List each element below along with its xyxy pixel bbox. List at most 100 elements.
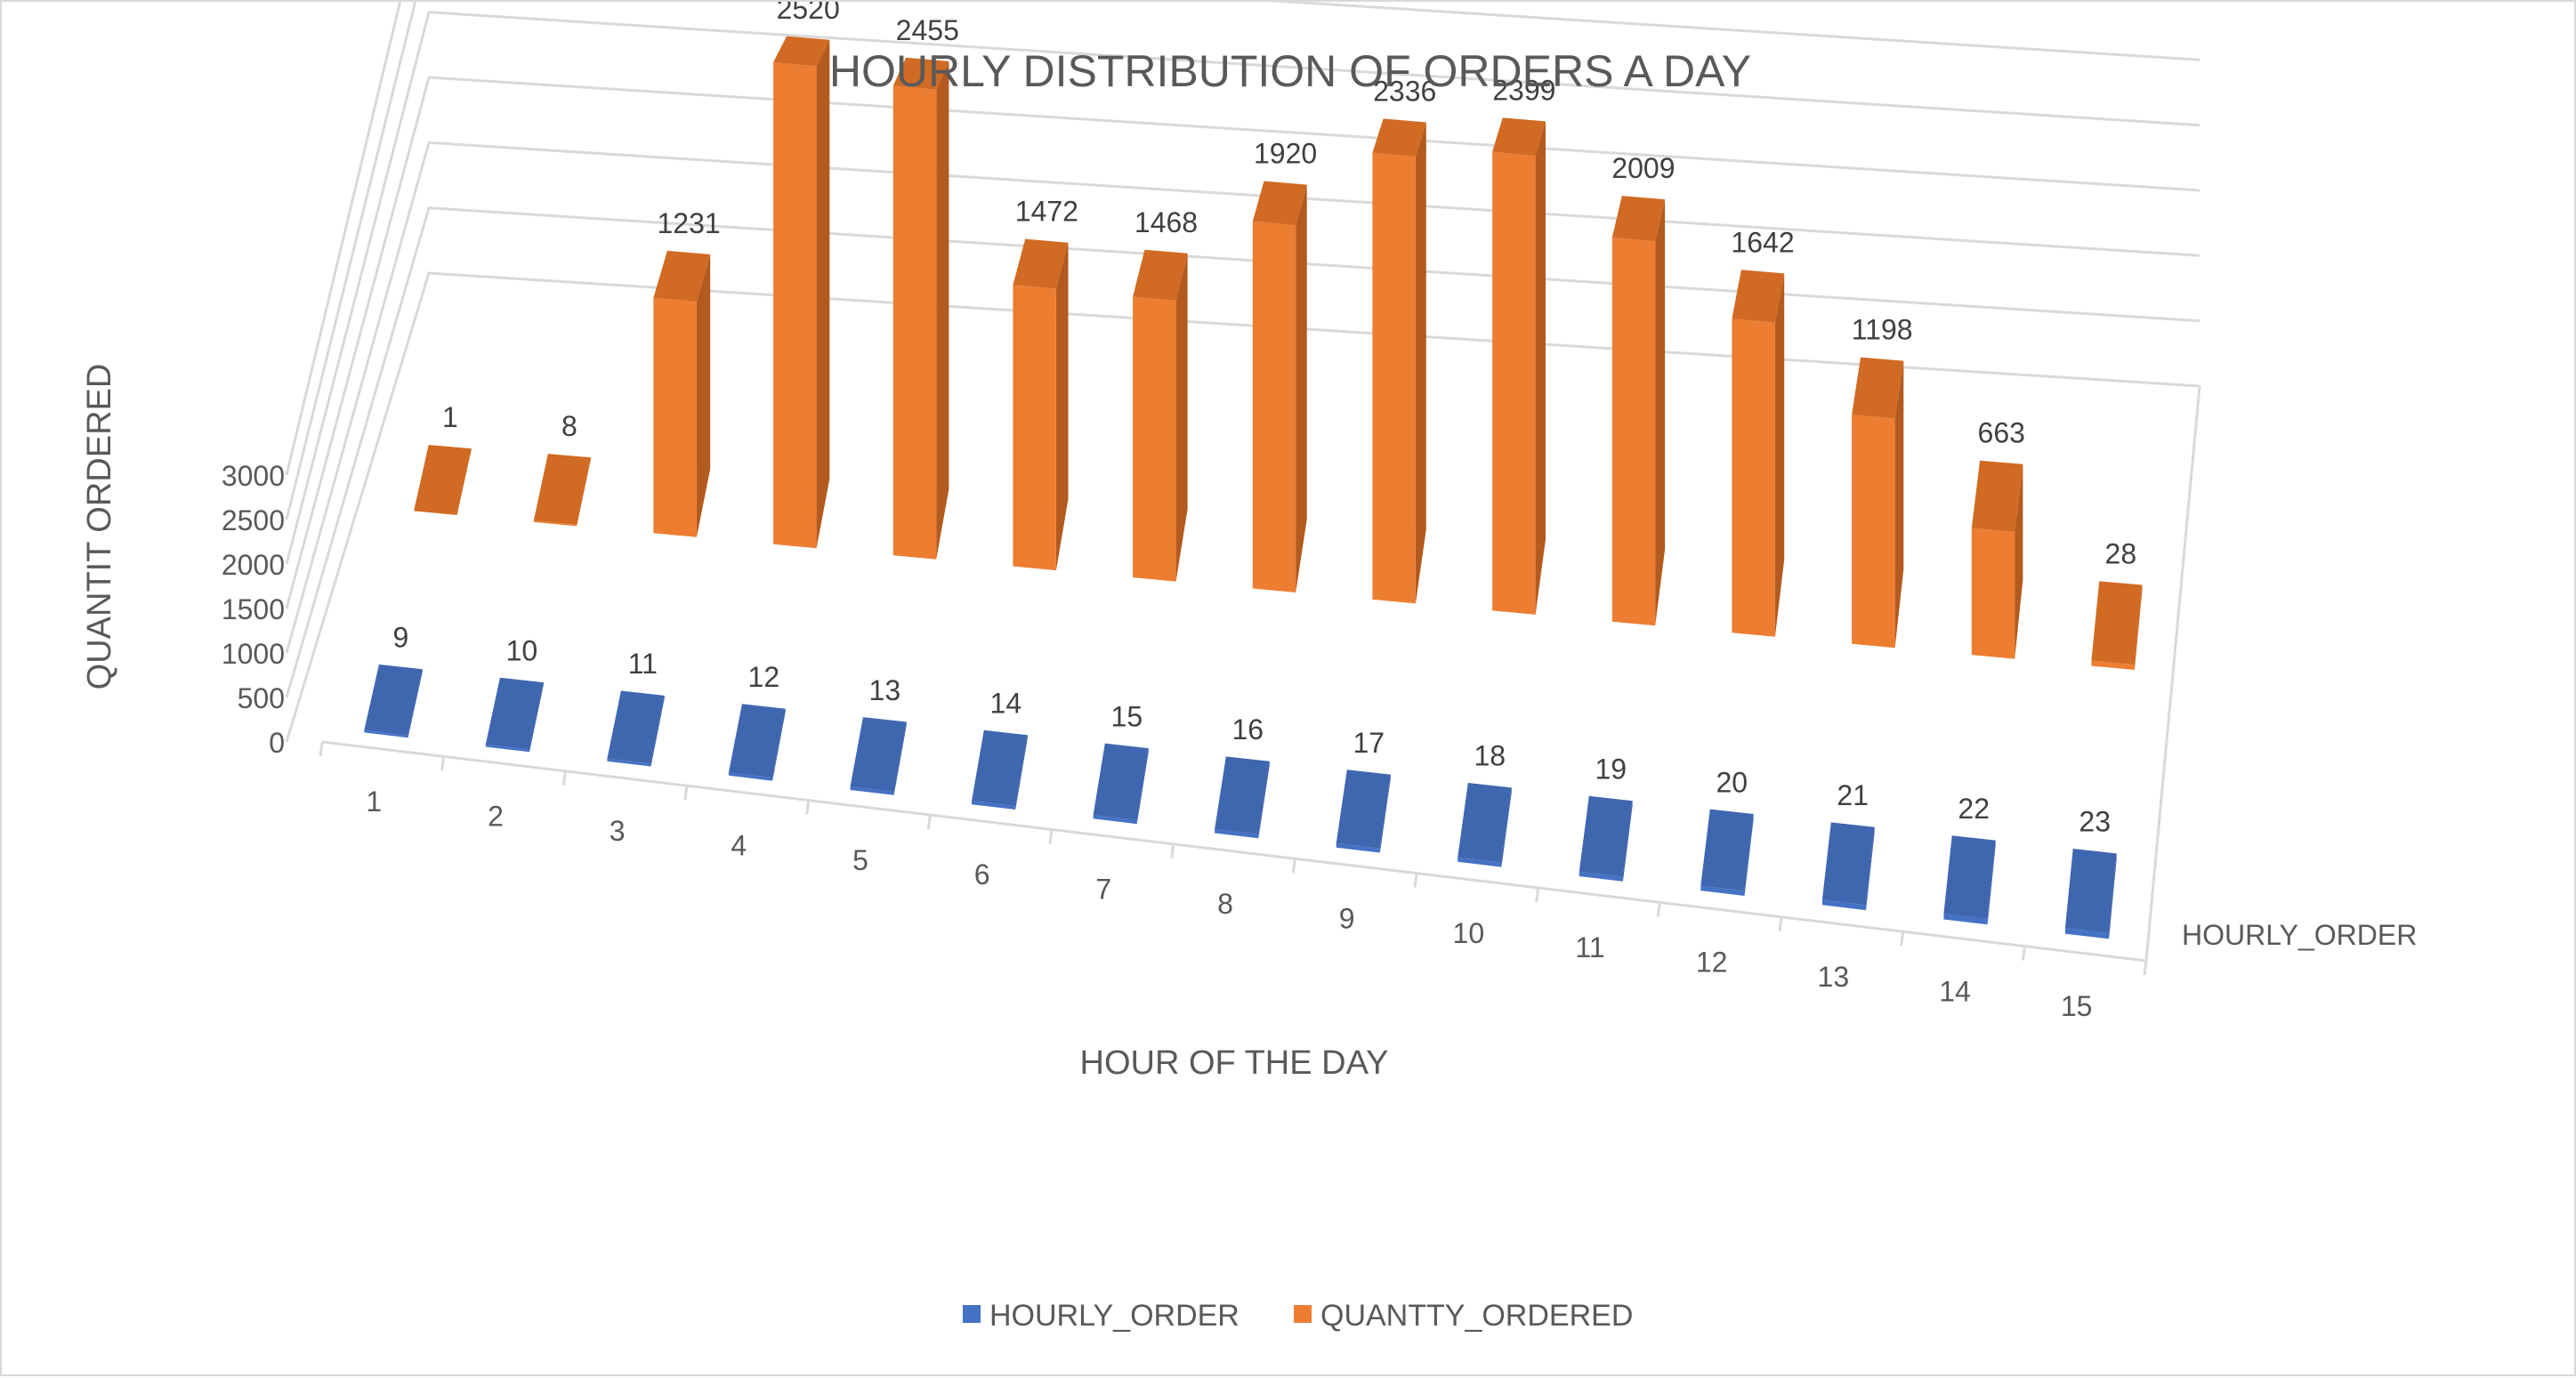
- floor-tick: [683, 786, 689, 801]
- floor-tick: [1291, 858, 1296, 874]
- bar-hourly-order-side: [1622, 801, 1633, 882]
- bar-quantity-ordered-side: [2015, 463, 2023, 659]
- data-label-quantity-ordered: 1: [442, 401, 458, 433]
- gridline: [285, 76, 2201, 609]
- data-label-quantity-ordered: 28: [2105, 537, 2137, 569]
- x-tick-label: 8: [1217, 888, 1233, 920]
- bar-quantity-ordered-front: [414, 511, 457, 515]
- data-label-quantity-ordered: 1920: [1254, 138, 1317, 170]
- bar-quantity-ordered-top: [1133, 249, 1188, 301]
- data-label-quantity-ordered: 663: [1978, 417, 2025, 449]
- bar-quantity-ordered-top: [892, 57, 949, 90]
- data-label-hourly-order: 11: [628, 648, 658, 680]
- bar-quantity-ordered-front: [1492, 151, 1536, 615]
- bar-hourly-order-top: [1700, 809, 1754, 891]
- bar-quantity-ordered-side: [696, 254, 711, 537]
- data-label-quantity-ordered: 2336: [1373, 75, 1436, 107]
- bar-quantity-ordered-front: [1372, 152, 1416, 604]
- bar-hourly-order-front: [1700, 885, 1745, 896]
- bar-hourly-order-side: [1987, 840, 1996, 925]
- bar-hourly-order-front: [1943, 914, 1988, 925]
- bar-quantity-ordered-top: [1013, 238, 1069, 289]
- floor-tick: [440, 756, 446, 771]
- x-tick-label: 4: [731, 829, 747, 861]
- x-tick-label: 12: [1696, 947, 1728, 979]
- data-label-quantity-ordered: 1468: [1135, 206, 1198, 238]
- bar-hourly-order-side: [1379, 774, 1391, 853]
- floor-tick: [561, 770, 567, 786]
- floor-tick: [1170, 843, 1175, 858]
- bar-quantity-ordered-side: [816, 39, 830, 549]
- bar-hourly-order-side: [650, 695, 665, 767]
- series-hourly-order: [364, 664, 2117, 939]
- bar-hourly-order-front: [728, 772, 773, 781]
- bar-quantity-ordered-top: [533, 454, 592, 525]
- gridlines: [285, 2, 2201, 743]
- bar-hourly-order-side: [408, 669, 423, 738]
- y-tick-label: 2500: [222, 504, 285, 536]
- bar-hourly-order-side: [1015, 735, 1028, 810]
- bar-hourly-order-front: [972, 801, 1016, 810]
- data-label-hourly-order: 23: [2079, 806, 2111, 838]
- bar-quantity-ordered-side: [936, 60, 949, 560]
- bar-hourly-order-front: [850, 786, 894, 795]
- y-tick-label: 0: [269, 727, 285, 759]
- floor-tick: [926, 814, 932, 830]
- data-label-quantity-ordered: 2009: [1611, 152, 1675, 184]
- bar-hourly-order-side: [893, 721, 907, 795]
- bar-hourly-order-front: [1215, 829, 1259, 839]
- x-tick-label: 7: [1095, 874, 1111, 906]
- bar-hourly-order-front: [364, 729, 408, 738]
- bar-hourly-order-top: [850, 717, 907, 793]
- legend: HOURLY_ORDER QUANTTY_ORDERED: [963, 1299, 1633, 1333]
- bar-hourly-order-front: [1336, 842, 1380, 853]
- bar-quantity-ordered-top: [2091, 581, 2143, 665]
- bar-quantity-ordered-top: [1971, 460, 2023, 532]
- data-label-hourly-order: 18: [1474, 740, 1506, 772]
- bar-quantity-ordered-front: [533, 520, 577, 527]
- bar-hourly-order-top: [1579, 795, 1633, 877]
- bar-quantity-ordered-top: [1372, 118, 1426, 157]
- floor-tick: [805, 800, 811, 815]
- data-label-hourly-order: 10: [506, 634, 538, 666]
- data-label-hourly-order: 22: [1958, 793, 1990, 825]
- bar-hourly-order-front: [1458, 857, 1502, 867]
- bar-hourly-order-front: [1093, 815, 1137, 825]
- chart-title: HOURLY DISTRIBUTION OF ORDERS A DAY: [829, 46, 1751, 96]
- legend-label-hourly-order: HOURLY_ORDER: [989, 1299, 1240, 1333]
- data-label-hourly-order: 13: [869, 674, 901, 706]
- x-tick-label: 10: [1453, 917, 1485, 949]
- bar-hourly-order-side: [1258, 761, 1270, 839]
- bar-quantity-ordered-side: [1655, 199, 1666, 626]
- data-label-quantity-ordered: 1472: [1015, 196, 1078, 228]
- x-tick-label: 15: [2061, 990, 2093, 1022]
- bar-quantity-ordered-front: [773, 62, 817, 549]
- bar-hourly-order-top: [607, 690, 665, 764]
- data-label-hourly-order: 21: [1837, 779, 1869, 811]
- data-label-hourly-order: 14: [990, 688, 1022, 720]
- data-label-hourly-order: 12: [748, 661, 780, 693]
- y-axis-title: QUANTIT ORDERED: [81, 364, 118, 690]
- bar-quantity-ordered-side: [1175, 253, 1188, 582]
- x-tick-label: 1: [366, 786, 382, 818]
- data-label-hourly-order: 9: [392, 622, 408, 654]
- gridline: [285, 2, 402, 476]
- bar-quantity-ordered-side: [1535, 121, 1546, 615]
- bar-quantity-ordered-front: [1852, 415, 1895, 649]
- bar-quantity-ordered-side: [1894, 360, 1904, 649]
- x-axis-title: HOUR OF THE DAY: [1080, 1044, 1389, 1082]
- floor-front-edge: [321, 740, 2147, 963]
- y-tick-label: 3000: [222, 460, 285, 492]
- data-label-quantity-ordered: 8: [561, 410, 577, 442]
- bar-hourly-order-front: [1821, 899, 1866, 911]
- y-tick-label: 1500: [222, 593, 285, 625]
- bar-quantity-ordered-front: [1252, 221, 1296, 592]
- bar-quantity-ordered-side: [1774, 273, 1785, 637]
- gridline: [285, 271, 2201, 743]
- bar-hourly-order-side: [2109, 853, 2117, 939]
- bar-quantity-ordered-side: [2134, 584, 2143, 670]
- bar-hourly-order-side: [1501, 787, 1512, 867]
- floor-lines: [319, 385, 2201, 976]
